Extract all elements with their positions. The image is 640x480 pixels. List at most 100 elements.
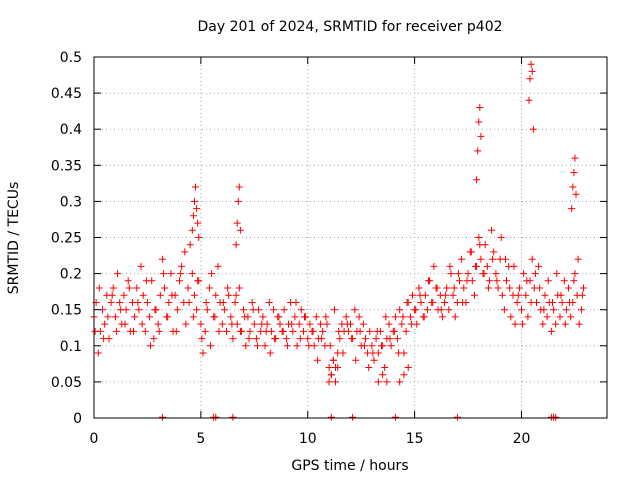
data-point: [442, 291, 450, 299]
data-point: [400, 371, 408, 379]
data-point: [348, 335, 356, 343]
y-tick-label: 0.15: [51, 303, 82, 319]
data-point: [265, 299, 273, 306]
data-point: [161, 284, 168, 292]
y-axis-label: SRMTID / TECUs: [6, 182, 22, 295]
data-point: [386, 335, 394, 343]
y-tick-label: 0.5: [60, 50, 82, 66]
data-point: [562, 306, 570, 314]
x-tick-label: 15: [406, 431, 424, 447]
data-point: [351, 306, 359, 314]
data-point: [184, 284, 192, 292]
data-point: [117, 306, 125, 314]
data-point: [472, 262, 479, 270]
data-point: [549, 299, 556, 306]
data-point: [570, 169, 578, 176]
data-point: [101, 320, 109, 328]
data-point: [527, 60, 535, 68]
data-point: [147, 342, 155, 350]
data-point: [480, 270, 488, 278]
data-point: [120, 291, 128, 299]
data-point: [402, 327, 410, 335]
data-point: [374, 378, 382, 386]
data-point: [270, 306, 278, 314]
data-point: [178, 262, 186, 270]
data-point: [433, 284, 441, 292]
data-point: [459, 299, 467, 306]
data-point: [229, 413, 237, 421]
data-point: [94, 349, 102, 357]
data-point: [168, 291, 176, 299]
data-point: [241, 313, 249, 321]
data-point: [494, 284, 502, 292]
data-point: [503, 277, 510, 285]
data-point: [557, 291, 565, 299]
data-point: [192, 183, 199, 191]
y-tick-label: 0.25: [51, 231, 82, 247]
data-point: [550, 306, 558, 314]
data-point: [245, 335, 253, 343]
data-point: [282, 335, 290, 343]
data-point: [568, 205, 576, 213]
data-point: [556, 313, 564, 321]
data-point: [458, 255, 466, 263]
data-point: [567, 313, 575, 321]
data-point: [365, 364, 373, 371]
data-point: [154, 320, 162, 328]
data-point: [490, 248, 498, 256]
data-point: [420, 313, 428, 321]
data-point: [218, 320, 226, 328]
data-point: [160, 270, 167, 278]
data-point: [475, 118, 483, 126]
data-point: [406, 313, 414, 321]
data-point: [445, 306, 453, 314]
data-point: [189, 212, 197, 220]
data-point: [344, 327, 352, 335]
data-point: [215, 327, 223, 335]
data-point: [438, 313, 446, 321]
data-point: [387, 342, 395, 350]
data-point: [327, 413, 335, 421]
data-point: [146, 313, 154, 321]
data-point: [514, 291, 522, 299]
data-point: [565, 284, 572, 292]
data-point: [525, 96, 533, 104]
data-point: [475, 234, 483, 241]
data-point: [540, 306, 548, 314]
data-point: [327, 371, 335, 379]
data-point: [403, 299, 411, 306]
data-point: [108, 291, 116, 299]
data-point: [205, 284, 213, 292]
x-tick-label: 0: [90, 431, 99, 447]
y-tick-label: 0.3: [60, 194, 82, 210]
data-point: [296, 335, 304, 343]
data-point: [552, 413, 560, 421]
data-point: [279, 327, 287, 335]
data-point: [561, 320, 569, 328]
data-point: [313, 356, 321, 364]
data-point: [208, 270, 216, 278]
data-point: [373, 327, 381, 335]
data-point: [446, 262, 454, 270]
data-point: [177, 270, 185, 278]
data-point: [447, 270, 455, 278]
data-point: [362, 335, 369, 343]
y-tick-label: 0: [73, 411, 82, 427]
data-point: [412, 306, 420, 314]
data-point: [575, 320, 583, 328]
data-point: [528, 67, 536, 75]
data-point: [543, 313, 551, 321]
data-point: [356, 327, 364, 335]
data-point: [225, 291, 233, 299]
data-point: [224, 284, 232, 292]
data-point: [474, 147, 482, 155]
data-point: [319, 327, 327, 335]
data-point: [186, 241, 194, 249]
data-point: [143, 299, 151, 306]
data-point: [577, 306, 585, 314]
data-point: [430, 262, 438, 270]
data-point: [150, 335, 158, 343]
data-point: [391, 313, 399, 321]
data-point: [254, 342, 261, 350]
